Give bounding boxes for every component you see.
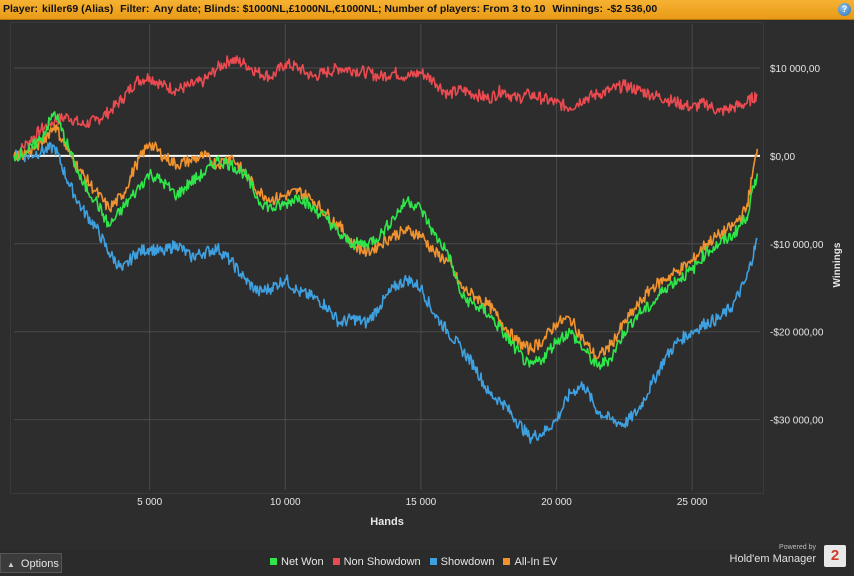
help-icon[interactable]: ?	[838, 3, 851, 16]
winnings-label: Winnings:	[552, 3, 604, 15]
product-name: Hold'em Manager	[729, 553, 816, 565]
filter-summary: Player: killer69 (Alias) Filter: Any date;…	[3, 3, 661, 15]
player-label: Player:	[3, 3, 39, 15]
filter-value: Any date; Blinds: $1000NL,£1000NL,€1000N…	[153, 3, 546, 15]
series-line-net-won	[13, 111, 759, 371]
x-tick-label: 15 000	[406, 497, 437, 508]
y-tick-label: -$20 000,00	[770, 328, 824, 339]
x-axis-label: Hands	[370, 516, 404, 528]
legend-label: Showdown	[440, 556, 495, 568]
bottom-bar: ▲ Options Net Won Non Showdown Showdown All-…	[0, 550, 854, 576]
winnings-graph: 5 000 10 000 15 000 20 000 25 000 $10 000,00…	[13, 24, 843, 528]
y-tick-label: -$30 000,00	[770, 416, 824, 427]
series-line-all-in-ev	[13, 124, 759, 361]
chevron-up-icon: ▲	[7, 560, 15, 569]
plot-frame	[10, 22, 764, 494]
player-value: killer69 (Alias)	[42, 3, 114, 15]
legend-item-all-in-ev[interactable]: All-In EV	[503, 556, 557, 568]
x-tick-label: 20 000	[541, 497, 572, 508]
legend-item-net-won[interactable]: Net Won	[270, 556, 324, 568]
options-label: Options	[20, 558, 59, 570]
legend-label: All-In EV	[514, 556, 558, 568]
hm2-logo-icon: 2	[824, 545, 846, 567]
legend-label: Net Won	[281, 556, 324, 568]
filter-label: Filter:	[120, 3, 150, 15]
series-line-non-showdown	[13, 55, 758, 159]
chart-legend: Net Won Non Showdown Showdown All-In EV	[270, 556, 566, 568]
powered-by-text: Powered by	[779, 544, 816, 551]
legend-swatch	[332, 557, 340, 565]
legend-swatch	[503, 557, 511, 565]
filter-title-bar: Player: killer69 (Alias) Filter: Any date;…	[0, 0, 854, 20]
x-tick-label: 25 000	[677, 497, 708, 508]
legend-label: Non Showdown	[343, 556, 421, 568]
legend-swatch	[429, 557, 437, 565]
legend-swatch	[270, 557, 277, 565]
y-tick-label: -$10 000,00	[770, 240, 824, 251]
winnings-value: -$2 536,00	[607, 3, 658, 15]
y-axis-label: Winnings	[832, 242, 843, 287]
x-tick-label: 5 000	[137, 497, 162, 508]
y-tick-label: $0,00	[770, 152, 795, 163]
options-button[interactable]: ▲ Options	[0, 553, 62, 573]
branding: Powered by Hold'em Manager 2	[726, 544, 846, 572]
x-tick-label: 10 000	[270, 497, 301, 508]
series-line-showdown	[13, 142, 758, 444]
legend-item-non-showdown[interactable]: Non Showdown	[332, 556, 421, 568]
y-tick-label: $10 000,00	[770, 64, 820, 75]
legend-item-showdown[interactable]: Showdown	[429, 556, 495, 568]
